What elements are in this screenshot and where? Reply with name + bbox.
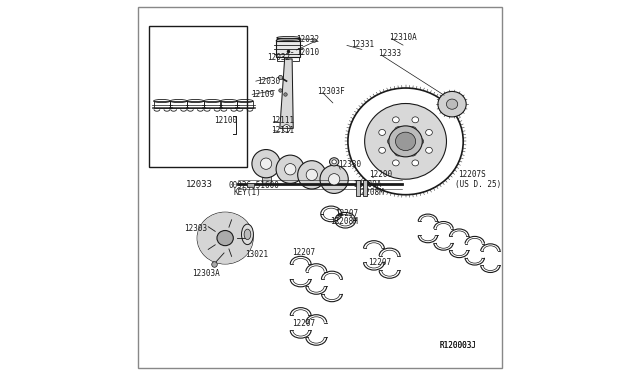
Text: 12030: 12030	[257, 77, 280, 86]
Ellipse shape	[197, 212, 253, 264]
Ellipse shape	[244, 229, 251, 240]
Bar	[154, 101, 170, 108]
Circle shape	[283, 125, 291, 132]
Text: 12207: 12207	[369, 258, 392, 267]
Ellipse shape	[276, 38, 300, 44]
Circle shape	[298, 161, 326, 189]
Bar	[307, 175, 316, 184]
Text: 12207: 12207	[292, 248, 316, 257]
Bar	[356, 180, 360, 196]
Bar	[278, 57, 300, 61]
Ellipse shape	[217, 231, 234, 246]
Ellipse shape	[330, 158, 339, 166]
Ellipse shape	[392, 117, 399, 123]
Text: 12303A: 12303A	[191, 269, 220, 278]
Text: R120003J: R120003J	[439, 341, 476, 350]
Circle shape	[276, 155, 305, 183]
Text: 12331: 12331	[351, 40, 375, 49]
Bar	[221, 101, 237, 108]
Ellipse shape	[395, 127, 402, 134]
Bar	[204, 101, 220, 108]
Ellipse shape	[389, 126, 422, 157]
Ellipse shape	[379, 147, 385, 153]
Polygon shape	[280, 59, 293, 128]
Text: (US D. 25): (US D. 25)	[454, 180, 501, 189]
Circle shape	[252, 150, 280, 178]
Text: 12333: 12333	[378, 49, 401, 58]
Text: 12310A: 12310A	[389, 33, 417, 42]
Text: 12100: 12100	[214, 116, 237, 125]
Ellipse shape	[438, 92, 466, 117]
Bar	[330, 179, 339, 184]
Ellipse shape	[276, 36, 300, 39]
Ellipse shape	[395, 149, 402, 156]
Text: 12032: 12032	[296, 35, 319, 44]
Text: 12010: 12010	[296, 48, 319, 57]
Bar	[363, 180, 367, 196]
Ellipse shape	[387, 138, 395, 145]
Circle shape	[320, 165, 348, 193]
Bar	[149, 26, 248, 167]
Ellipse shape	[276, 38, 300, 40]
Circle shape	[306, 169, 317, 180]
Ellipse shape	[409, 127, 417, 134]
Ellipse shape	[416, 138, 424, 145]
Ellipse shape	[409, 149, 417, 156]
Ellipse shape	[447, 99, 458, 109]
Bar	[237, 101, 253, 108]
Text: 12207S: 12207S	[458, 170, 485, 179]
Text: R120003J: R120003J	[439, 341, 476, 350]
Ellipse shape	[241, 224, 253, 245]
Ellipse shape	[426, 129, 433, 135]
Ellipse shape	[332, 160, 337, 164]
Text: 12109: 12109	[251, 90, 275, 99]
Text: -12200A: -12200A	[349, 180, 382, 189]
Text: 12032: 12032	[267, 53, 291, 62]
Text: 12200: 12200	[369, 170, 392, 179]
Text: 00926-51600: 00926-51600	[229, 181, 280, 190]
Ellipse shape	[412, 117, 419, 123]
Circle shape	[328, 174, 340, 185]
Ellipse shape	[392, 160, 399, 166]
Bar	[276, 41, 300, 57]
Bar	[248, 183, 254, 187]
Text: 12208M: 12208M	[330, 217, 358, 226]
Ellipse shape	[379, 129, 385, 135]
Text: KEY(1): KEY(1)	[234, 188, 262, 197]
Ellipse shape	[365, 103, 447, 179]
Text: 12033: 12033	[186, 180, 212, 189]
Circle shape	[260, 158, 272, 169]
Bar	[286, 169, 294, 184]
Bar	[170, 101, 187, 108]
Bar	[187, 101, 204, 108]
Text: 12303: 12303	[184, 224, 207, 233]
Ellipse shape	[412, 160, 419, 166]
Text: 12111: 12111	[271, 116, 294, 125]
Text: 12208M: 12208M	[356, 188, 384, 197]
Text: 13021: 13021	[246, 250, 269, 259]
Text: 12330: 12330	[338, 160, 361, 169]
Ellipse shape	[396, 132, 415, 151]
Text: 12207: 12207	[292, 319, 316, 328]
Text: 12303F: 12303F	[317, 87, 345, 96]
Text: 12207: 12207	[335, 209, 358, 218]
Text: 12111: 12111	[271, 126, 294, 135]
Ellipse shape	[426, 147, 433, 153]
Bar	[262, 164, 271, 184]
Circle shape	[285, 164, 296, 175]
